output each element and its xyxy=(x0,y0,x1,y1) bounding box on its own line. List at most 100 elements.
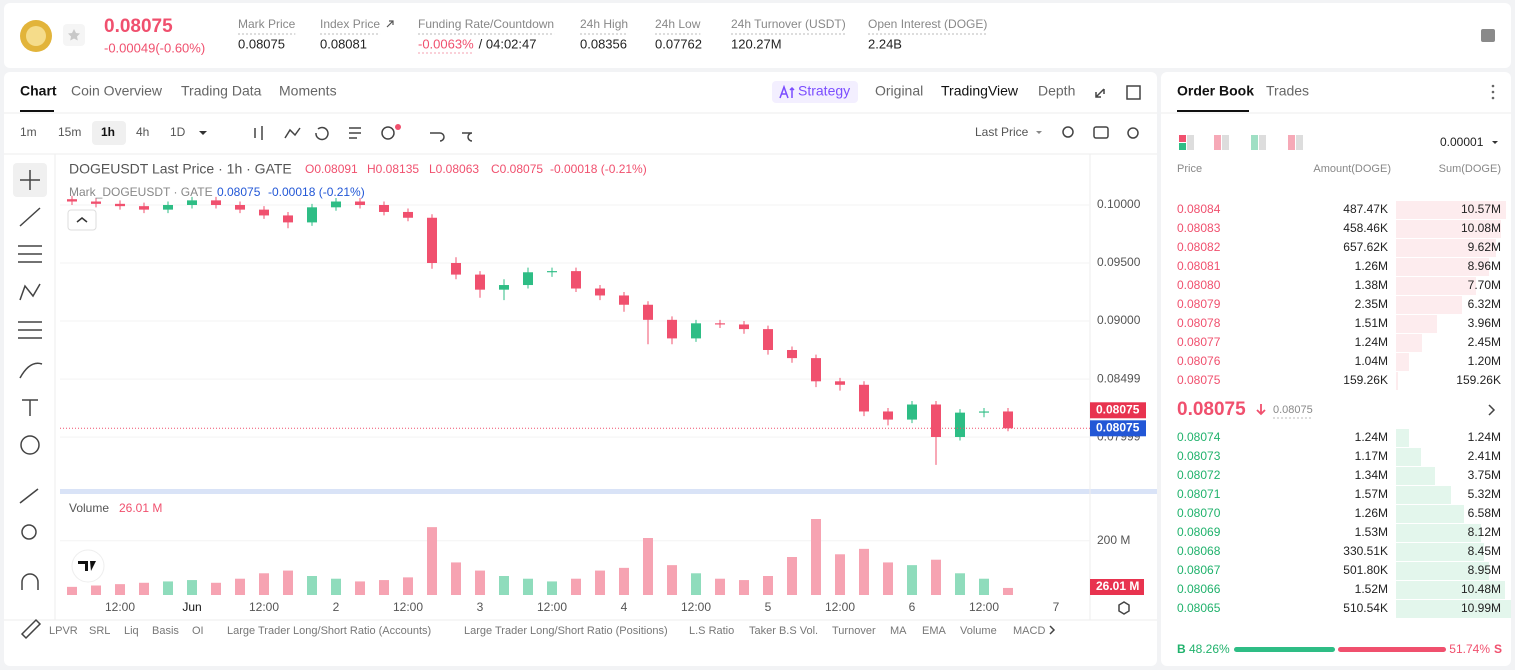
depth-bar xyxy=(1396,429,1409,447)
book-price[interactable]: 0.08077 xyxy=(1177,335,1221,349)
last-price-tag: 0.08075 xyxy=(1096,402,1140,416)
trendline-tool[interactable] xyxy=(19,207,41,227)
view-tab[interactable]: TradingView xyxy=(941,83,1019,99)
axis-settings[interactable] xyxy=(1118,601,1130,615)
book-price[interactable]: 0.08076 xyxy=(1177,354,1221,368)
price-type[interactable]: Last Price xyxy=(975,125,1029,139)
mark-price-tag: 0.08075 xyxy=(1096,420,1140,434)
strategy-icon xyxy=(779,84,795,99)
chart-toolbar-icons[interactable] xyxy=(254,126,361,141)
indicator[interactable]: Volume xyxy=(960,625,997,637)
interval[interactable]: 4h xyxy=(136,125,149,139)
interval[interactable]: 15m xyxy=(58,125,81,139)
candle-body xyxy=(691,323,701,339)
candle-body xyxy=(235,204,245,210)
window-icon[interactable] xyxy=(1126,85,1141,100)
book-price[interactable]: 0.08066 xyxy=(1177,582,1221,596)
book-price[interactable]: 0.08080 xyxy=(1177,278,1221,292)
indicator[interactable]: Liq xyxy=(124,625,139,637)
book-tab[interactable]: Order Book xyxy=(1177,83,1254,99)
view-tab[interactable]: Depth xyxy=(1038,83,1075,99)
book-price[interactable]: 0.08072 xyxy=(1177,468,1221,482)
zoom-tool[interactable] xyxy=(21,524,37,540)
indicator[interactable]: Taker B.S Vol. xyxy=(749,625,818,637)
volume-last: 26.01 M xyxy=(119,501,162,515)
magnet-tool[interactable] xyxy=(21,573,39,590)
view-tab[interactable]: Strategy xyxy=(798,83,850,99)
collapse-button[interactable] xyxy=(67,209,97,231)
stat-label: 24h Low xyxy=(655,17,701,31)
chart-tab[interactable]: Chart xyxy=(20,83,57,99)
candle-body xyxy=(187,200,197,205)
book-price[interactable]: 0.08069 xyxy=(1177,525,1221,539)
chart-tab[interactable]: Trading Data xyxy=(181,83,262,99)
last-price-tag-bg xyxy=(1090,402,1146,419)
indicator[interactable]: Large Trader Long/Short Ratio (Accounts) xyxy=(227,625,431,637)
notify-dot xyxy=(395,124,401,130)
indicator-add[interactable] xyxy=(381,126,395,140)
chevron[interactable] xyxy=(1488,404,1496,416)
ruler-tool[interactable] xyxy=(19,488,39,504)
candle-body xyxy=(163,204,173,210)
book-amount: 2.35M xyxy=(1355,297,1388,311)
book-price[interactable]: 0.08083 xyxy=(1177,221,1221,235)
book-price[interactable]: 0.08079 xyxy=(1177,297,1221,311)
undo-redo[interactable] xyxy=(430,132,473,142)
fib-tool[interactable] xyxy=(18,321,42,339)
indicator[interactable]: SRL xyxy=(89,625,110,637)
volume-bar xyxy=(955,573,965,595)
book-price[interactable]: 0.08074 xyxy=(1177,430,1221,444)
menu-dots[interactable] xyxy=(1491,84,1495,100)
indicator[interactable]: MACD xyxy=(1013,625,1045,637)
chart-tab[interactable]: Coin Overview xyxy=(71,83,163,99)
interval[interactable]: 1h xyxy=(101,125,115,139)
precision[interactable]: 0.00001 xyxy=(1440,135,1484,149)
fullscreen-icon[interactable] xyxy=(1095,88,1105,98)
depth-bar xyxy=(1396,220,1501,238)
settings-icon[interactable] xyxy=(1127,127,1139,139)
star-icon xyxy=(68,29,80,41)
layout-icon[interactable] xyxy=(1481,29,1495,42)
chart-tab[interactable]: Moments xyxy=(279,83,337,99)
channel-tool[interactable] xyxy=(18,245,42,263)
emoji-tool[interactable] xyxy=(20,435,40,455)
indicator[interactable]: MA xyxy=(890,625,907,637)
brush-tool[interactable] xyxy=(19,362,43,379)
view-tab[interactable]: Original xyxy=(875,83,923,99)
indicator[interactable]: EMA xyxy=(922,625,947,637)
book-sum: 10.57M xyxy=(1461,202,1501,216)
indicator-scroll[interactable] xyxy=(1049,625,1056,635)
book-price[interactable]: 0.08078 xyxy=(1177,316,1221,330)
book-price[interactable]: 0.08084 xyxy=(1177,202,1221,216)
book-price[interactable]: 0.08065 xyxy=(1177,601,1221,615)
volume-bar xyxy=(451,562,461,595)
indicator[interactable]: Large Trader Long/Short Ratio (Positions… xyxy=(464,625,668,637)
tool-icons xyxy=(13,85,1496,640)
book-price[interactable]: 0.08082 xyxy=(1177,240,1221,254)
book-price[interactable]: 0.08067 xyxy=(1177,563,1221,577)
book-price[interactable]: 0.08073 xyxy=(1177,449,1221,463)
search-icon[interactable] xyxy=(1062,126,1074,138)
indicator[interactable]: OI xyxy=(192,625,204,637)
book-price[interactable]: 0.08068 xyxy=(1177,544,1221,558)
interval[interactable]: 1m xyxy=(20,125,37,139)
indicator[interactable]: L.S Ratio xyxy=(689,625,734,637)
text-tool[interactable] xyxy=(22,399,38,416)
ohlc-value: -0.00018 (-0.21%) xyxy=(550,162,647,176)
indicator[interactable]: LPVR xyxy=(49,625,78,637)
camera-icon[interactable] xyxy=(1093,126,1109,139)
book-price[interactable]: 0.08081 xyxy=(1177,259,1221,273)
crosshair-tool[interactable] xyxy=(20,170,40,190)
book-price[interactable]: 0.08070 xyxy=(1177,506,1221,520)
interval[interactable]: 1D xyxy=(170,125,186,139)
book-price[interactable]: 0.08071 xyxy=(1177,487,1221,501)
pencil-tool[interactable] xyxy=(20,618,42,640)
book-view-icons[interactable] xyxy=(1179,135,1303,150)
indicator[interactable]: Basis xyxy=(152,625,179,637)
pattern-tool[interactable] xyxy=(19,283,41,301)
book-price[interactable]: 0.08075 xyxy=(1177,373,1221,387)
indicator[interactable]: Turnover xyxy=(832,625,876,637)
book-tab[interactable]: Trades xyxy=(1266,83,1309,99)
depth-bar xyxy=(1396,600,1511,618)
